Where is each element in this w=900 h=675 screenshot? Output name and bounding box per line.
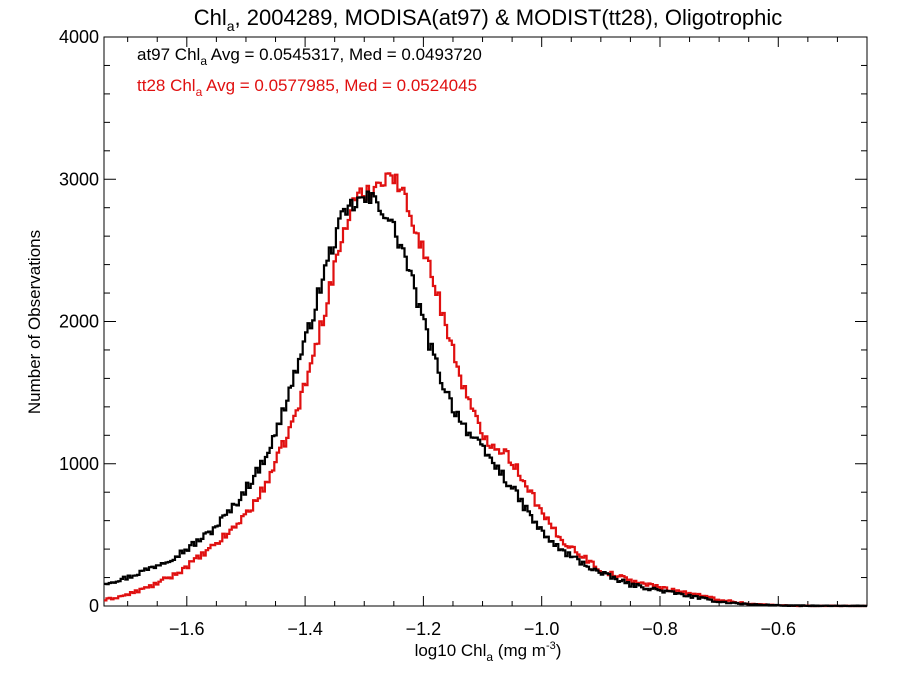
series-line-at97 [104,190,867,608]
plot-frame [103,36,868,607]
y-tick-label: 4000 [59,27,99,47]
x-axis-label: log10 Chla (mg m-3) [415,640,562,664]
series-label-tt28: tt28 Chla Avg = 0.0577985, Med = 0.05240… [137,76,477,99]
series-line-tt28 [104,172,867,608]
x-tick-label: −1.0 [524,619,560,639]
x-tick-label: −0.6 [761,619,797,639]
x-tick-label: −1.6 [169,619,205,639]
x-tick-label: −0.8 [642,619,678,639]
series-layer [104,172,867,608]
y-axis-ticks: 0 1000 2000 3000 4000 [59,27,867,616]
x-tick-label: −1.2 [406,619,442,639]
y-tick-label: 1000 [59,454,99,474]
x-axis-ticks: −1.6 −1.4 −1.2 −1.0 −0.8 −0.6 [127,37,838,639]
y-tick-label: 2000 [59,312,99,332]
y-tick-label: 3000 [59,169,99,189]
series-label-at97: at97 Chla Avg = 0.0545317, Med = 0.04937… [137,45,482,68]
x-tick-label: −1.4 [287,619,323,639]
chart-title: Chla, 2004289, MODISA(at97) & MODIST(tt2… [194,5,783,34]
y-axis-label: Number of Observations [25,230,44,414]
y-tick-label: 0 [89,596,99,616]
